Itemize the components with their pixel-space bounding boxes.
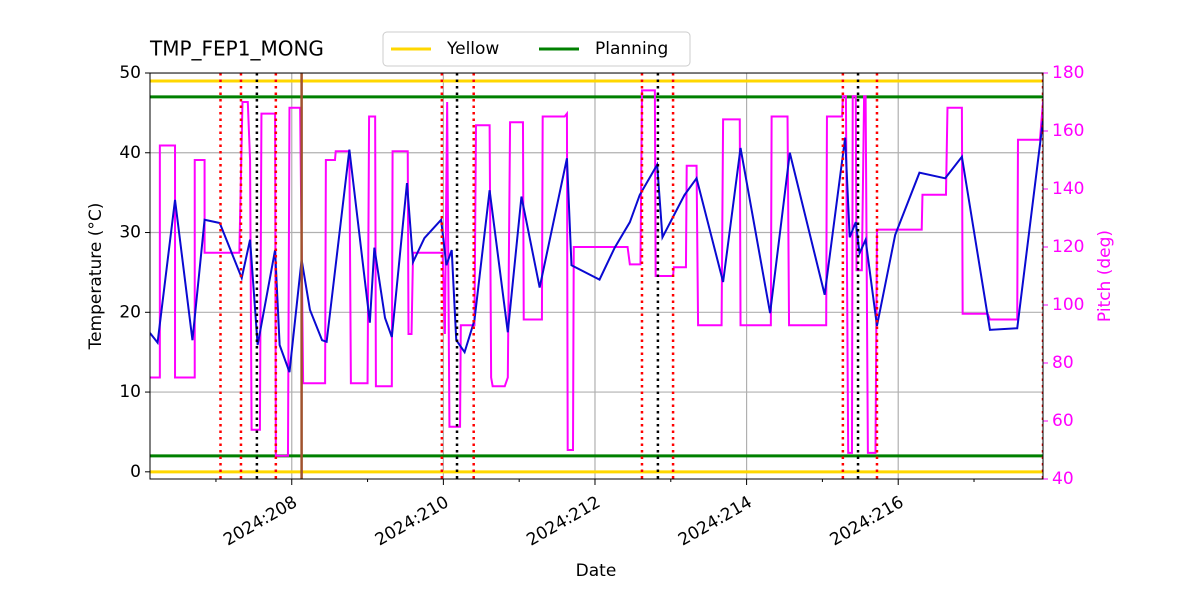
legend-box xyxy=(382,31,691,67)
y2-tick-label: 60 xyxy=(1052,411,1074,431)
y2-axis-label: Pitch (deg) xyxy=(1095,230,1115,322)
chart-title: TMP_FEP1_MONG xyxy=(149,37,324,61)
y2-tick-label: 80 xyxy=(1052,353,1074,373)
y-tick-label: 40 xyxy=(119,143,141,163)
y2-tick-label: 100 xyxy=(1052,295,1084,315)
y-tick-label: 30 xyxy=(119,223,141,243)
legend-label: Yellow xyxy=(446,39,499,59)
y2-tick-label: 120 xyxy=(1052,237,1084,257)
y-axis-label: Temperature (°C) xyxy=(86,203,106,351)
y-tick-label: 20 xyxy=(119,302,141,322)
y-tick-label: 10 xyxy=(119,382,141,402)
legend-label: Planning xyxy=(595,39,668,59)
y-tick-label: 0 xyxy=(130,462,141,482)
plot-frame xyxy=(149,72,1044,480)
y2-tick-label: 140 xyxy=(1052,179,1084,199)
series-line xyxy=(150,119,1043,373)
y2-tick-label: 40 xyxy=(1052,469,1074,489)
y2-tick-label: 180 xyxy=(1052,63,1084,83)
series-line xyxy=(150,89,1043,457)
y-tick-label: 50 xyxy=(119,63,141,83)
y2-tick-label: 160 xyxy=(1052,121,1084,141)
x-axis-label: Date xyxy=(576,561,617,581)
plot-area xyxy=(150,73,1043,479)
